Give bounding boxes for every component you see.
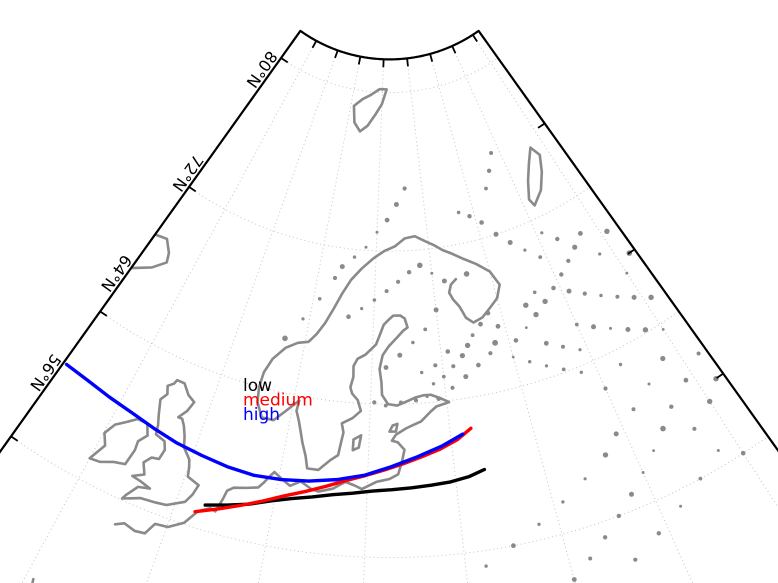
map-figure: 80°N72°N64°N56°N48°N40°N18°W 0°18°E36°E5… [0,0,778,583]
legend-entry-high: high [243,405,280,425]
figure-background [0,0,778,583]
map-canvas: 80°N72°N64°N56°N48°N40°N18°W 0°18°E36°E5… [0,0,778,583]
